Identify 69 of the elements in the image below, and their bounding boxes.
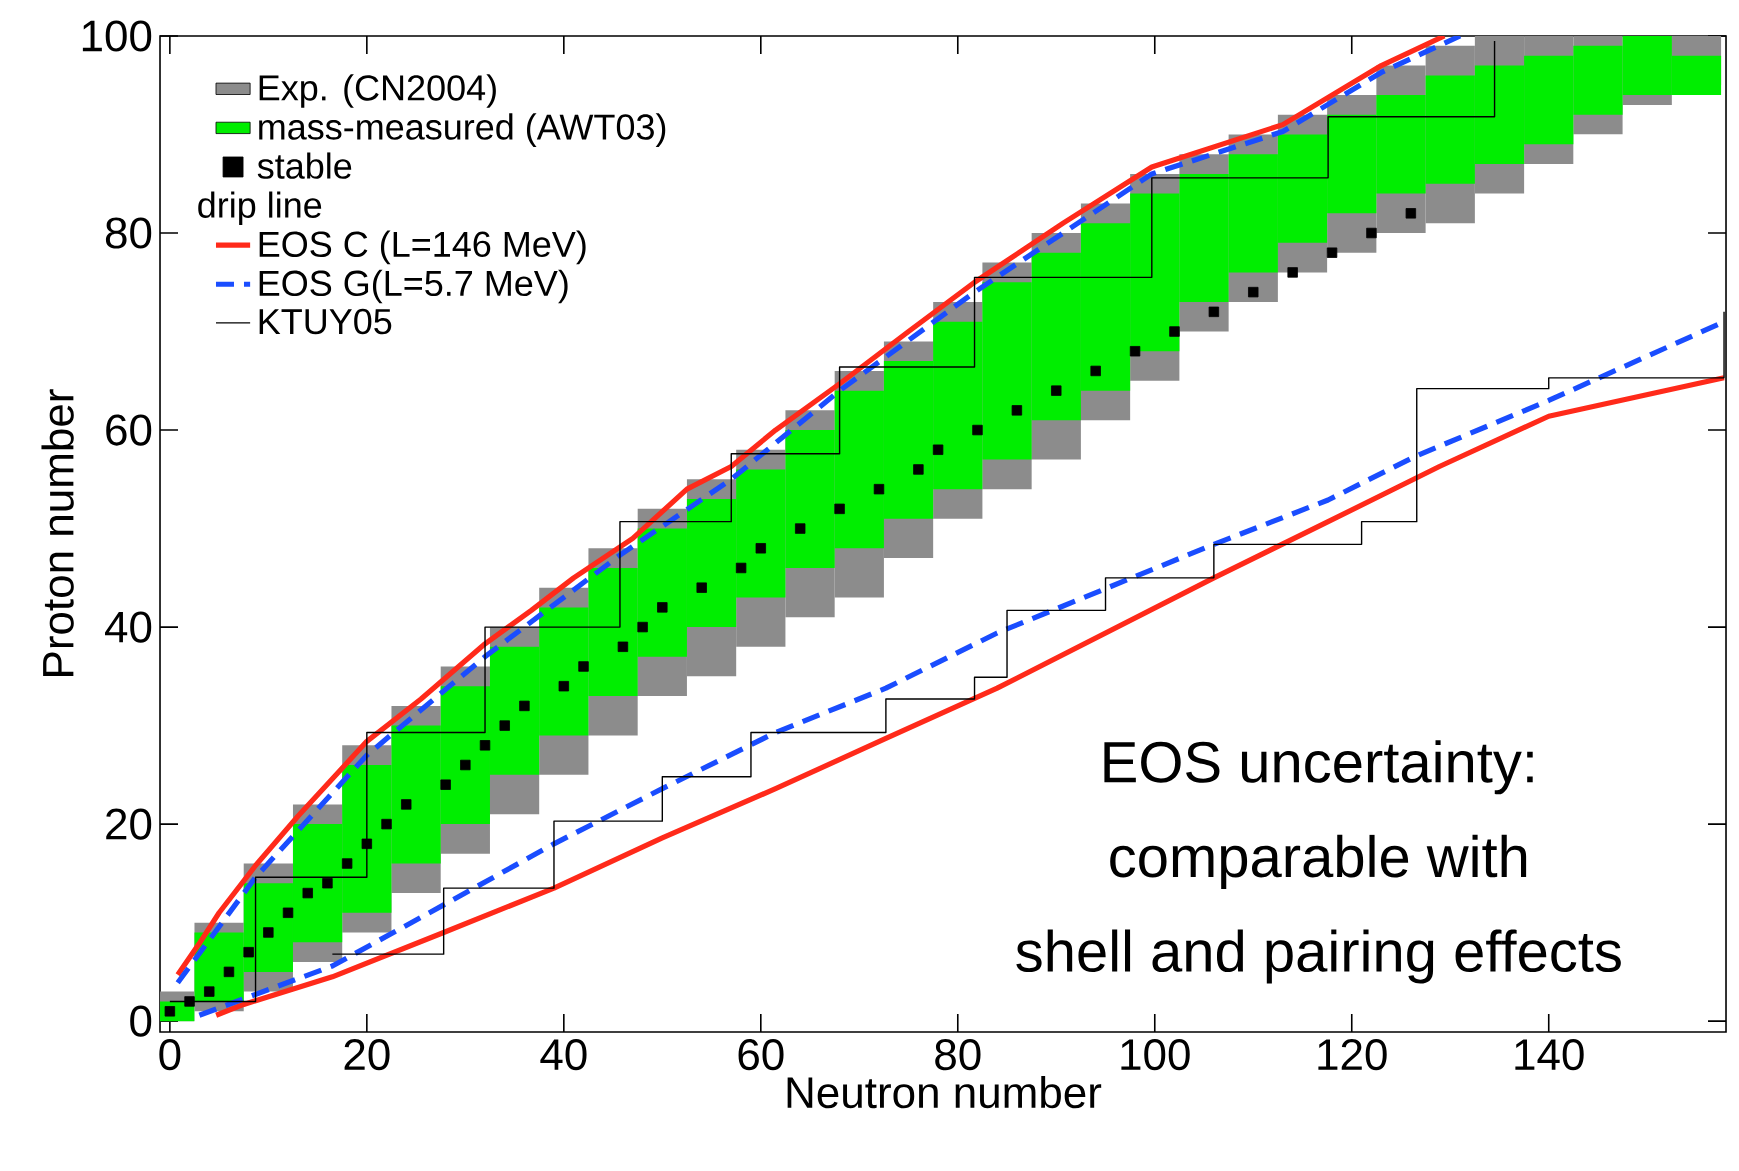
x-tick-label: 60 [738, 1039, 784, 1071]
point [263, 927, 274, 938]
point [361, 838, 373, 850]
point [1011, 405, 1023, 416]
point [440, 779, 451, 790]
point [164, 1006, 176, 1017]
point [913, 464, 924, 475]
x-tick-label: 40 [540, 1039, 587, 1071]
y-tick-label: 100 [82, 20, 152, 52]
legend-label: stable [257, 152, 352, 179]
point [834, 503, 845, 515]
annotation: EOS uncertainty: [1104, 740, 1533, 795]
point [1090, 365, 1101, 377]
point [204, 986, 215, 997]
x-tick-label: 120 [1318, 1039, 1387, 1071]
point [479, 740, 491, 751]
point [972, 424, 983, 436]
point [519, 700, 530, 712]
point [282, 907, 294, 918]
point [1405, 208, 1417, 219]
legend-label: KTUY05 [259, 308, 392, 335]
point [341, 858, 353, 869]
point [322, 878, 333, 889]
point [243, 946, 254, 958]
legend-label: EOS G(L=5.7 MeV) [259, 269, 568, 304]
point [558, 680, 570, 692]
y-tick-label: 20 [106, 808, 152, 840]
point [1051, 385, 1062, 396]
point [578, 661, 589, 672]
point [696, 582, 707, 593]
y-tick-label: 0 [130, 1005, 152, 1037]
point [735, 562, 747, 574]
point [184, 996, 195, 1007]
point [460, 759, 471, 771]
point [932, 444, 944, 455]
x-tick-label: 20 [344, 1039, 390, 1071]
point [1326, 247, 1338, 258]
point [1366, 227, 1377, 239]
y-tick-label: 60 [106, 414, 152, 446]
point [637, 621, 648, 633]
legend-label: EOS C (L=146 MeV) [259, 230, 586, 265]
point [1287, 267, 1298, 278]
point [223, 966, 235, 978]
point [401, 799, 412, 810]
legend-label: mass-measured (AWT03) [259, 113, 666, 147]
annotation: shell and pairing effects [1016, 929, 1621, 984]
point [755, 543, 766, 554]
x-tick-label: 80 [935, 1039, 981, 1071]
y-tick-label: 40 [105, 611, 152, 643]
x-tick-label: 140 [1515, 1039, 1584, 1071]
point [302, 887, 313, 899]
point [1208, 306, 1220, 318]
point [617, 641, 629, 652]
x-tick-label: 0 [159, 1039, 181, 1071]
point [873, 483, 885, 495]
point [499, 720, 510, 731]
point [381, 818, 392, 830]
legend-title: drip line [198, 191, 322, 226]
point [1169, 326, 1180, 337]
point [795, 523, 806, 534]
point [1129, 346, 1141, 357]
annotation: comparable with [1110, 834, 1527, 889]
y-axis-title: Proton number [41, 389, 74, 676]
x-tick-label: 100 [1121, 1039, 1190, 1071]
y-tick-label: 80 [105, 217, 152, 249]
point [1248, 286, 1259, 298]
legend-label: Exp. (CN2004) [259, 74, 496, 108]
point [657, 602, 668, 613]
x-axis-title: Neutron number [787, 1075, 1102, 1109]
